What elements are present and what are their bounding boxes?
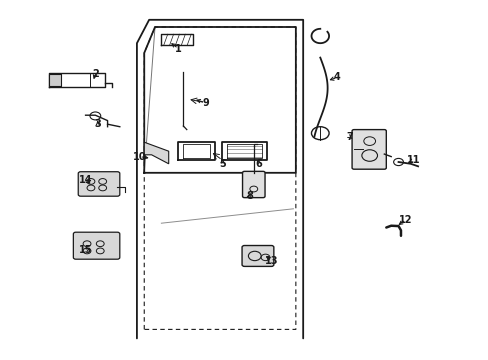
Text: 13: 13 bbox=[264, 256, 278, 266]
Text: 10: 10 bbox=[132, 152, 146, 162]
FancyBboxPatch shape bbox=[78, 172, 120, 196]
Text: 6: 6 bbox=[255, 159, 262, 169]
Text: 1: 1 bbox=[175, 44, 182, 54]
Polygon shape bbox=[144, 142, 168, 164]
FancyBboxPatch shape bbox=[242, 246, 273, 266]
FancyBboxPatch shape bbox=[351, 130, 386, 169]
Text: 2: 2 bbox=[92, 69, 99, 79]
Text: 11: 11 bbox=[406, 155, 419, 165]
Text: 12: 12 bbox=[398, 215, 412, 225]
FancyBboxPatch shape bbox=[242, 171, 264, 198]
Text: 14: 14 bbox=[79, 175, 92, 185]
FancyBboxPatch shape bbox=[73, 232, 120, 259]
Text: 4: 4 bbox=[333, 72, 340, 82]
Text: 9: 9 bbox=[202, 98, 208, 108]
Bar bbox=[49, 74, 61, 86]
Text: 7: 7 bbox=[346, 132, 352, 142]
Text: 3: 3 bbox=[94, 119, 101, 129]
Text: 5: 5 bbox=[219, 159, 225, 169]
Text: 8: 8 bbox=[245, 191, 252, 201]
Text: 15: 15 bbox=[79, 245, 92, 255]
